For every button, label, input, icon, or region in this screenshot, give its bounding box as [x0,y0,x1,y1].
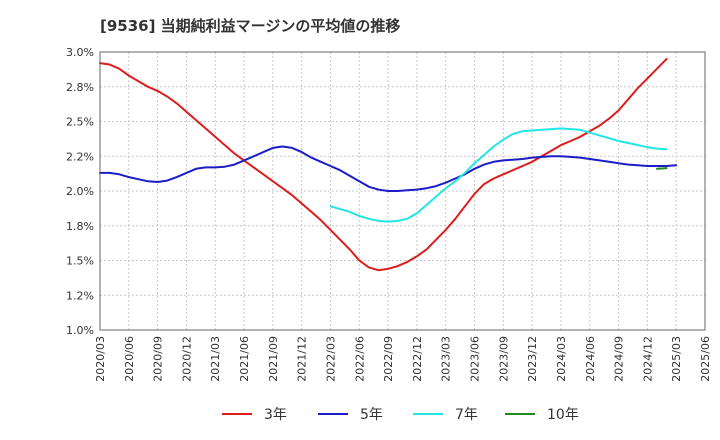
x-tick-label: 2022/09 [382,336,395,382]
y-tick-label: 2.0% [66,185,94,198]
y-tick-label: 1.2% [66,289,94,302]
y-tick-label: 1.5% [66,255,94,268]
y-tick-label: 2.5% [66,116,94,129]
x-tick-label: 2021/09 [267,336,280,382]
x-tick-label: 2022/03 [324,336,337,382]
x-tick-label: 2025/03 [670,336,683,382]
y-axis-ticks: 1.0% 1.2% 1.5% 1.8% 2.0% 2.2% 2.5% 2.8% 3.0% [66,46,94,337]
series-line-3 [656,167,668,170]
legend-label-2: 7年 [455,407,478,423]
y-tick-label: 1.8% [66,220,94,233]
x-tick-label: 2020/09 [152,336,165,382]
x-tick-label: 2021/06 [238,336,251,382]
x-tick-label: 2024/09 [613,336,626,382]
x-tick-label: 2022/06 [353,336,366,382]
x-tick-label: 2020/06 [123,336,136,382]
x-tick-label: 2023/12 [526,336,539,382]
x-tick-label: 2021/12 [296,336,309,382]
x-tick-label: 2020/12 [180,336,193,382]
legend-label-3: 10年 [547,407,579,423]
y-tick-label: 3.0% [66,46,94,59]
y-tick-label: 2.8% [66,81,94,94]
series-line-1 [99,145,678,192]
legend-label-0: 3年 [264,407,287,423]
x-tick-label: 2020/03 [94,336,107,382]
x-tick-label: 2025/06 [699,336,712,382]
x-axis-ticks: 2020/03 2020/06 2020/09 2020/12 2021/03 2021/… [94,336,712,382]
x-tick-label: 2024/03 [555,336,568,382]
series-line-2 [329,127,668,223]
legend: 3年 5年 7年 10年 [222,407,579,423]
x-tick-label: 2023/09 [497,336,510,382]
legend-label-1: 5年 [360,407,383,423]
x-tick-label: 2024/06 [584,336,597,382]
plot-frame [99,51,706,331]
chart-title: [9536] 当期純利益マージンの平均値の推移 [100,17,400,35]
x-tick-label: 2021/03 [209,336,222,382]
y-tick-label: 2.2% [66,150,94,163]
series-line-0 [99,57,668,272]
y-tick-label: 1.0% [66,324,94,337]
x-tick-label: 2023/03 [440,336,453,382]
series-lines [99,57,678,272]
x-tick-label: 2023/06 [469,336,482,382]
x-tick-label: 2024/12 [641,336,654,382]
x-tick-label: 2022/12 [411,336,424,382]
